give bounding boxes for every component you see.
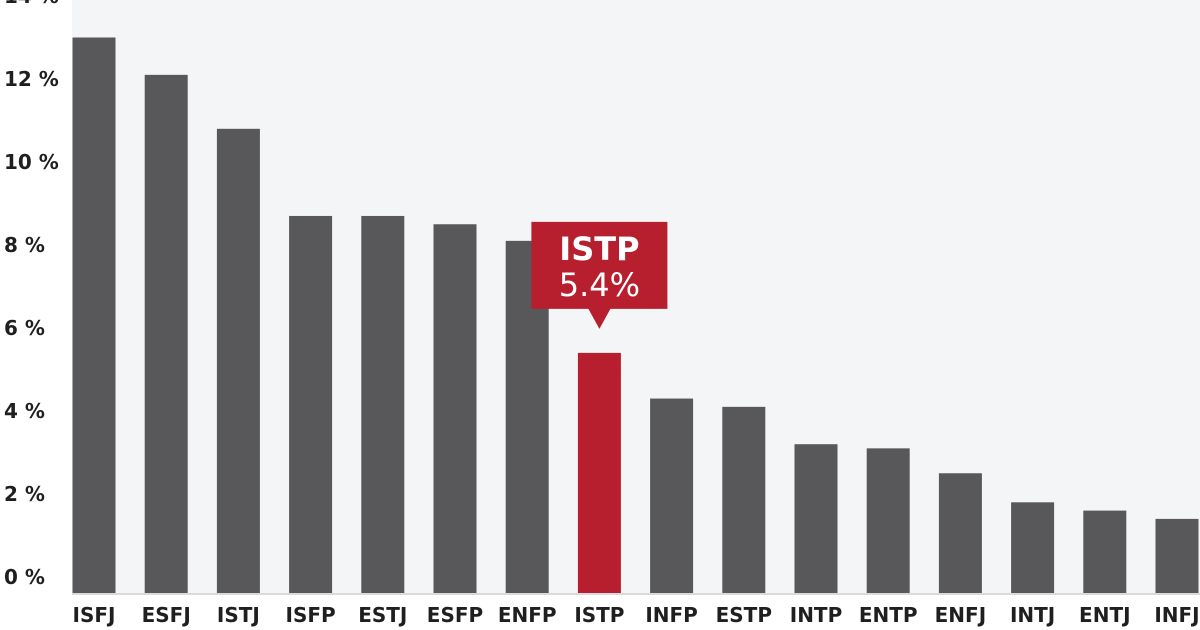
bar [433,224,477,594]
bar [361,215,405,594]
y-tick-label: 6 % [4,316,45,340]
bar [938,473,982,594]
y-tick-label: 12 % [4,67,59,91]
y-tick-label: 14 % [4,0,59,8]
bar [1083,510,1127,594]
x-category-label: ENTJ [1079,603,1130,627]
x-category-label: INTP [790,603,842,627]
callout-category-label: ISTP [559,230,639,268]
x-category-label: ENTP [859,603,918,627]
bar [289,215,333,594]
y-tick-label: 2 % [4,482,45,506]
x-category-label: ESTJ [358,603,407,627]
x-category-label: INTJ [1010,603,1055,627]
bar [1011,502,1055,594]
x-category-label: ESTP [716,603,772,627]
x-category-label: ESFJ [142,603,191,627]
callout-value-label: 5.4% [559,266,640,304]
bar [722,406,766,594]
x-category-label: ISFJ [73,603,116,627]
x-category-label: ISFP [286,603,336,627]
x-category-label: ENFJ [935,603,987,627]
callout-box [531,221,668,329]
x-category-label: INFP [645,603,698,627]
bar [72,37,116,594]
x-category-label: ENFP [498,603,557,627]
x-category-label: INFJ [1154,603,1199,627]
bar [650,398,694,594]
x-category-label: ESFP [427,603,483,627]
y-tick-label: 4 % [4,399,45,423]
y-tick-label: 0 % [4,565,45,589]
bar-highlighted [577,352,621,594]
highlight-callout: ISTP 5.4% [531,221,668,329]
y-tick-label: 8 % [4,233,45,257]
bar [866,448,910,594]
x-category-label: ISTP [574,603,624,627]
bar [216,128,260,595]
x-category-label: ISTJ [217,603,260,627]
bar [794,444,838,594]
bar [1155,518,1199,594]
y-tick-label: 10 % [4,150,59,174]
bar [144,74,188,595]
